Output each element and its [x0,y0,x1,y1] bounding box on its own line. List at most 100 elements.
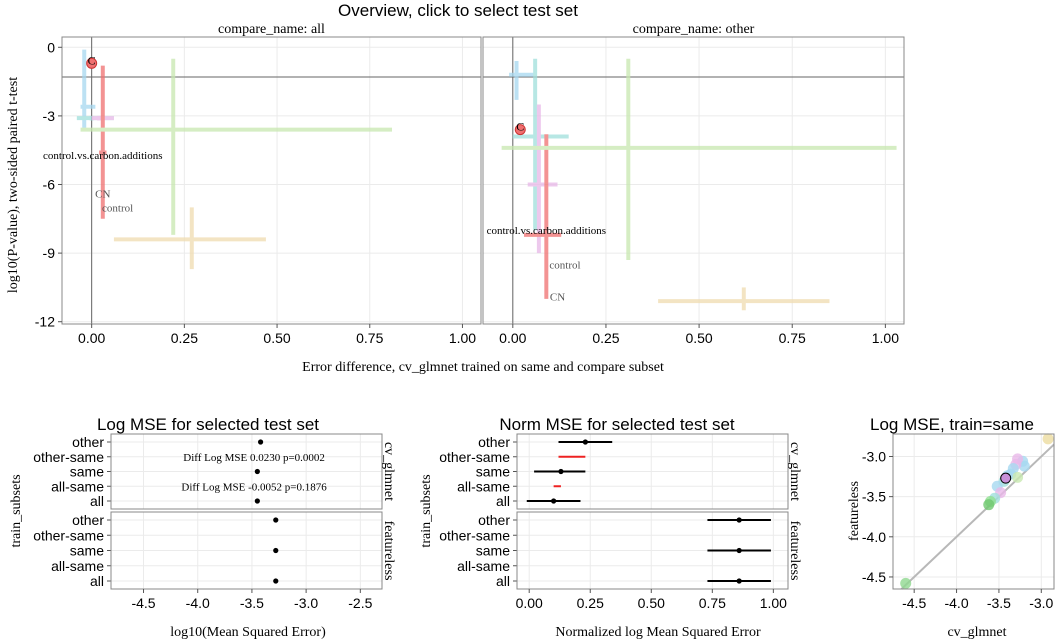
y-tick-label: -4.0 [862,529,886,545]
scatter-panel[interactable] [892,433,1055,590]
mse-x-axis-label: log10(Mean Squared Error) [170,625,326,640]
y-tick-label: -3 [43,108,56,124]
category-tick-label: all-same [51,478,104,494]
test-set-point[interactable] [1012,471,1024,483]
x-tick-label: -4.0 [944,595,968,611]
mse-panel[interactable] [110,433,383,510]
test-set-label: control [102,202,133,214]
test-set-label: CN [550,292,565,304]
mse-y-axis-label: train_subsets [419,474,434,547]
overview-facet-panel[interactable] [61,36,482,325]
x-tick-label: 1.00 [760,595,787,611]
mse-point[interactable] [273,547,279,554]
category-tick-label: all-same [457,558,510,574]
x-tick-label: -3.0 [294,595,318,611]
test-set-point[interactable] [983,499,995,511]
y-tick-label: -4.5 [862,569,886,585]
mse-chart-title: Log MSE for selected test set [97,415,319,434]
x-tick-label: 0.75 [779,330,806,346]
x-tick-label: 1.00 [872,330,899,346]
overview-facet-panel[interactable] [482,36,905,325]
mse-panel-strip-label: featureless [787,521,802,581]
mse-panel-strip-label: cv_glmnet [787,442,802,501]
category-tick-label: all [496,493,510,509]
category-tick-label: other [478,434,510,450]
y-tick-label: -9 [43,245,56,261]
selected-test-set-point[interactable] [1000,472,1012,484]
overview-y-axis-label: log10(P-value), two-sided paired t-test [6,77,21,293]
scatter-grid [893,434,1054,589]
category-tick-label: all [496,573,510,589]
y-tick-label: -3.5 [862,489,886,505]
x-tick-label: 0.00 [516,595,543,611]
test-set-crosses [76,49,393,270]
selected-test-set-marker[interactable] [514,124,526,136]
x-tick-label: -3.5 [987,595,1011,611]
mse-panel[interactable] [516,433,789,510]
identity-diagonal-line [900,443,1055,590]
scatter-x-axis-label: cv_glmnet [947,625,1006,640]
category-tick-label: other [72,512,104,528]
selected-test-set-label: C [516,120,524,134]
test-set-point[interactable] [1018,460,1030,472]
mse-point[interactable] [558,468,564,475]
mse-panel-1-grid [111,512,382,589]
x-tick-label: 0.50 [685,330,712,346]
category-tick-label: other-same [439,527,510,543]
test-set-label: control [549,260,580,272]
x-tick-label: -4.5 [902,595,926,611]
mse-point[interactable] [257,439,264,445]
scatter-y-axis-label: featureless [847,481,862,541]
selected-test-set-label: C [88,53,96,67]
x-tick-label: 0.00 [78,330,105,346]
mse-point[interactable] [273,578,279,584]
category-tick-label: same [476,543,510,559]
category-tick-label: all-same [51,558,104,574]
mse-point[interactable] [736,547,742,554]
selected-test-set-marker[interactable] [86,57,98,69]
x-tick-label: -4.0 [186,595,210,611]
facet-strip-label: compare_name: other [633,22,755,37]
category-tick-label: other [478,512,510,528]
x-tick-label: -2.5 [348,595,372,611]
mse-point[interactable] [551,498,557,504]
test-set-point[interactable] [900,577,912,589]
x-tick-label: 0.00 [499,330,526,346]
overview-title: Overview, click to select test set [338,1,578,20]
mse-point[interactable] [582,439,588,445]
mse-x-axis-label: Normalized log Mean Squared Error [555,625,761,640]
y-tick-label: 0 [47,39,55,55]
test-set-point[interactable] [1042,433,1054,445]
scatter-title: Log MSE, train=same [870,415,1034,434]
x-tick-label: 0.50 [638,595,665,611]
category-tick-label: all [90,493,104,509]
p-value-annotation: Diff Log MSE 0.0230 p=0.0002 [183,452,325,464]
mse-point[interactable] [736,517,742,523]
mse-point[interactable] [254,468,260,475]
mse-panel-strip-label: featureless [381,521,396,581]
category-tick-label: all-same [457,478,510,494]
mse-point[interactable] [273,517,279,523]
mse-panel-0-grid [111,434,382,509]
facet-strip-label: compare_name: all [218,22,325,37]
test-set-label: control.vs.carbon.additions [43,150,162,162]
x-tick-label: 0.25 [171,330,198,346]
x-tick-label: 1.00 [449,330,476,346]
x-tick-label: 0.25 [577,595,604,611]
y-tick-label: -12 [35,314,55,330]
x-tick-label: 0.25 [592,330,619,346]
y-tick-label: -3.0 [862,448,886,464]
category-tick-label: all [90,573,104,589]
mse-point[interactable] [736,578,742,584]
mse-panel[interactable] [516,511,789,590]
x-tick-label: -3.0 [1029,595,1053,611]
mse-point[interactable] [254,498,260,504]
x-tick-label: 0.50 [263,330,290,346]
x-tick-label: 0.75 [699,595,726,611]
category-tick-label: other [72,434,104,450]
mse-panel[interactable] [110,511,383,590]
overview-x-axis-label: Error difference, cv_glmnet trained on s… [302,360,664,375]
category-tick-label: other-same [439,449,510,465]
mse-panel-strip-label: cv_glmnet [381,442,396,501]
